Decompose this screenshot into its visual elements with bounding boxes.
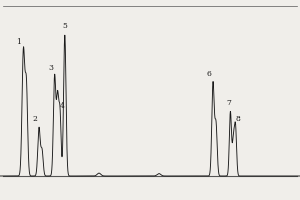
Text: 8: 8 bbox=[236, 115, 240, 123]
Text: 1: 1 bbox=[16, 38, 21, 46]
Text: 7: 7 bbox=[226, 99, 231, 107]
Text: 6: 6 bbox=[207, 70, 212, 78]
Text: 2: 2 bbox=[33, 115, 38, 123]
Text: 5: 5 bbox=[62, 22, 67, 30]
Text: 3: 3 bbox=[49, 64, 53, 72]
Text: 4: 4 bbox=[60, 102, 65, 110]
